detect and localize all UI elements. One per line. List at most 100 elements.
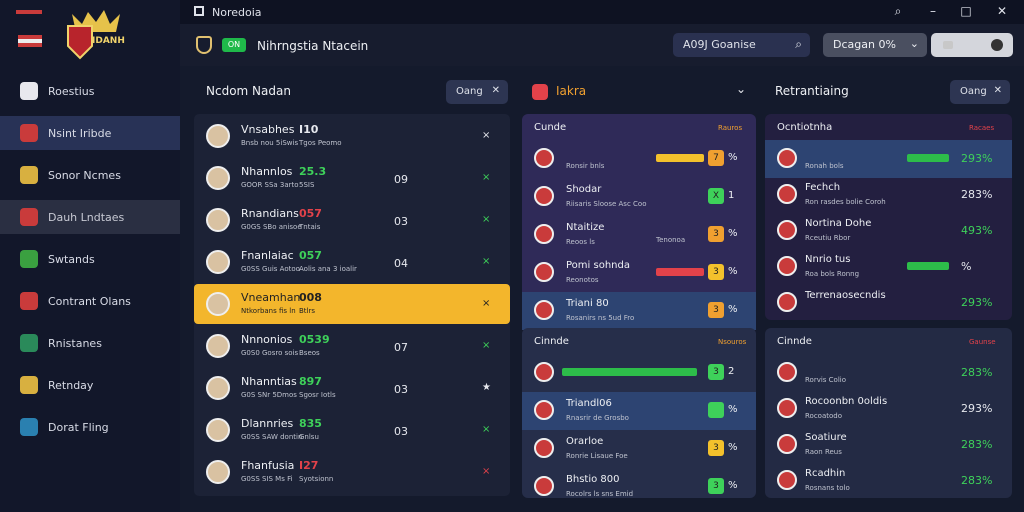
close-button[interactable]: ✕	[996, 4, 1008, 18]
team-badge-icon	[777, 220, 797, 240]
player-score: 09	[394, 173, 408, 186]
player-name: Rnandians	[241, 207, 299, 220]
filter-button[interactable]: Oang ✕	[950, 80, 1010, 104]
sidebar-item-label: Roestius	[48, 84, 95, 98]
rating-row[interactable]: Soatiure Raon Reus 283%	[765, 426, 1012, 464]
rating-row[interactable]: Rcadhin Rosnans tolo 283%	[765, 462, 1012, 500]
panel-title: Ncdom Nadan	[206, 84, 291, 98]
player-name: Nhannlos	[241, 165, 293, 178]
rating-row[interactable]: Rocoonbn 0oldis Rocoatodo 293%	[765, 390, 1012, 428]
team-badge-icon	[777, 184, 797, 204]
action-icon[interactable]: ★	[482, 382, 491, 393]
action-icon[interactable]: ×	[482, 424, 491, 435]
table-row[interactable]: Dlannries G0SS SAW dontin 835 Gnlsu 03 ×	[194, 410, 510, 450]
rating-team: Fechch	[805, 182, 841, 193]
match-sub: Reonotos	[566, 276, 599, 284]
player-value: 25.3	[299, 165, 327, 178]
rating-row[interactable]: Ronah bols 293%	[765, 140, 1012, 178]
rating-row[interactable]: Nnrio tus Roa bols Ronng%	[765, 248, 1012, 286]
match-row[interactable]: Orarloe Ronrie Lisaue Foe 3%	[522, 430, 756, 468]
match-team: Ntaitize	[566, 222, 605, 233]
close-icon[interactable]: ✕	[993, 85, 1002, 96]
search-icon[interactable]: ⌕	[894, 4, 902, 18]
sidebar-item-label: Nsint Iribde	[48, 126, 112, 140]
season-dropdown[interactable]: Dcagan 0% ⌄	[823, 33, 927, 57]
match-row[interactable]: Shodar Riisaris Sloose Asc Coo X 1	[522, 178, 756, 216]
team-badge-icon	[777, 256, 797, 276]
menu-bar-icon[interactable]	[16, 10, 42, 14]
action-icon[interactable]: ×	[482, 256, 491, 267]
stat-box: 3	[708, 364, 724, 380]
sidebar-item[interactable]: Sonor Ncmes	[0, 158, 180, 192]
table-row[interactable]: Fnanlaiac G0SS Guis Aotoo 057 Aolis ana 3 i…	[194, 242, 510, 282]
match-row[interactable]: Bhstio 800 Rocolrs ls sns Emid 3%	[522, 468, 756, 506]
sidebar-item[interactable]: Dorat Fling	[0, 410, 180, 444]
filter-button[interactable]: Oang ✕	[446, 80, 508, 104]
action-icon[interactable]: ×	[482, 340, 491, 351]
sidebar-item[interactable]: Roestius	[0, 74, 180, 108]
team-badge-icon	[777, 434, 797, 454]
action-icon[interactable]: ×	[482, 214, 491, 225]
rating-row[interactable]: Rorvis Colio 283%	[765, 354, 1012, 392]
table-row[interactable]: Nhanntias G0S SNr 5Dmos 897 Sgosr Iotls 03 ★	[194, 368, 510, 408]
flag-icon	[18, 35, 42, 47]
stat-percent: %	[728, 480, 738, 491]
filter-label: Oang	[456, 86, 483, 97]
table-row[interactable]: Rnandians G0GS SBo anisoe 057 Tntais 03 ×	[194, 200, 510, 240]
dropdown-value: Dcagan 0%	[833, 38, 896, 51]
match-row[interactable]: Triandl06 Rnasrir de Grosbo%	[522, 392, 756, 430]
rating-row[interactable]: Terrenaosecndis 293%	[765, 284, 1012, 322]
settings-icon[interactable]	[991, 39, 1003, 51]
close-icon[interactable]: ✕	[491, 85, 500, 96]
search-icon[interactable]: ⌕	[795, 37, 802, 51]
table-row[interactable]: Fhanfusia G0SS SIS Ms Fi I27 Syotsionn ×	[194, 452, 510, 492]
group-label: Cinnde	[534, 336, 569, 347]
match-row[interactable]: Triani 80 Rosanirs ns 5ud Fro 3%	[522, 292, 756, 330]
match-sub: Ronrie Lisaue Foe	[566, 452, 628, 460]
minimize-button[interactable]: –	[930, 4, 936, 18]
rating-row[interactable]: Fechch Ron rasdes bolie Coroh 283%	[765, 176, 1012, 214]
sidebar-item[interactable]: Swtands	[0, 242, 180, 276]
table-row[interactable]: Vnsabhes Bnsb nou 5iSwis I10 Tgos Peomo ×	[194, 116, 510, 156]
rating-percent: 293%	[961, 402, 993, 415]
rating-row[interactable]: Nortina Dohe Rceutiu Rbor 493%	[765, 212, 1012, 250]
sidebar-item[interactable]: Nsint Iribde	[0, 116, 180, 150]
page-title: Nihrngstia Ntacein	[257, 39, 369, 53]
team-badge-icon	[777, 148, 797, 168]
action-icon[interactable]: ×	[482, 172, 491, 183]
sidebar-item[interactable]: Rnistanes	[0, 326, 180, 360]
rating-team: Rcadhin	[805, 468, 846, 479]
player-sub: Ntkorbans fis ln	[241, 307, 296, 315]
search-input[interactable]: A09J Goanise ⌕	[673, 33, 810, 57]
rating-team: Soatiure	[805, 432, 847, 443]
team-badge-icon	[534, 476, 554, 496]
action-icon[interactable]: ×	[482, 466, 491, 477]
rating-team: Rocoonbn 0oldis	[805, 396, 888, 407]
action-icon[interactable]: ×	[482, 298, 491, 309]
player-sub: G0SS SIS Ms Fi	[241, 475, 293, 483]
sidebar-item[interactable]: Contrant Olans	[0, 284, 180, 318]
chevron-down-icon[interactable]: ⌄	[736, 82, 747, 96]
maximize-button[interactable]: □	[960, 4, 972, 18]
table-row[interactable]: Nhannlos GOOR SSa 3arto 25.3 5SIS 09 ×	[194, 158, 510, 198]
sidebar-item[interactable]: Retnday	[0, 368, 180, 402]
match-group: Cinnde Nsouros 3 2 Triandl06 Rnasrir de Grosb…	[522, 328, 756, 498]
panel-title: Iakra	[556, 84, 587, 98]
table-row[interactable]: Vneamhan Ntkorbans fis ln 008 Btlrs ×	[194, 284, 510, 324]
player-sub: G0S SNr 5Dmos	[241, 391, 297, 399]
match-row[interactable]: Ronsir bnls 7%	[522, 140, 756, 178]
match-row[interactable]: Pomi sohnda Reonotos 3%	[522, 254, 756, 292]
rating-percent: %	[961, 260, 972, 273]
user-menu[interactable]	[931, 33, 1013, 57]
match-row[interactable]: Ntaitize Reoos ls Tenonoa 3%	[522, 216, 756, 254]
table-row[interactable]: Nnnonios G0S0 Gosro sois 0539 Bseos 07 ×	[194, 326, 510, 366]
sidebar-item[interactable]: Dauh Lndtaes	[0, 200, 180, 234]
player-sub: GOOR SSa 3arto	[241, 181, 299, 189]
action-icon[interactable]: ×	[482, 130, 491, 141]
shield-icon	[20, 166, 38, 184]
team-badge-icon	[534, 224, 554, 244]
player-name: Fnanlaiac	[241, 249, 294, 262]
team-badge-icon	[777, 470, 797, 490]
stat-box: 3	[708, 302, 724, 318]
